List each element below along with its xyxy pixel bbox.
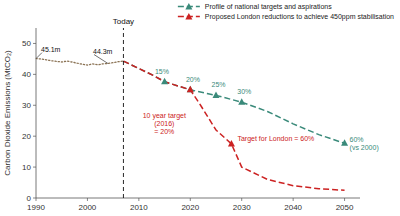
background xyxy=(0,0,400,216)
x-tick-label: 2010 xyxy=(130,203,148,212)
x-tick-label: 2040 xyxy=(284,203,302,212)
y-tick xyxy=(33,43,36,44)
y-tick xyxy=(33,105,36,106)
annotation-line: 60% xyxy=(350,136,364,143)
y-tick xyxy=(33,74,36,75)
annotation-line: 30% xyxy=(237,88,251,95)
target-marker xyxy=(187,86,194,93)
y-tick-label: 0 xyxy=(27,194,32,203)
annotation: 44.3m xyxy=(93,48,113,55)
x-tick xyxy=(293,198,294,201)
x-tick-label: 2000 xyxy=(79,203,97,212)
chart: 199020002010202020302040205001020304050C… xyxy=(0,0,400,216)
x-tick-label: 2030 xyxy=(233,203,251,212)
y-axis-line xyxy=(36,28,37,198)
legend-swatch-marker xyxy=(185,3,192,10)
legend: Profile of national targets and aspirati… xyxy=(178,3,394,21)
y-tick-label: 30 xyxy=(22,101,31,110)
annotation-line: (vs 2000) xyxy=(350,144,379,152)
target-marker xyxy=(187,86,194,93)
target-marker xyxy=(238,98,245,105)
annotation: 30% xyxy=(237,88,251,95)
target-marker xyxy=(213,91,220,98)
target-marker xyxy=(161,78,168,85)
y-tick xyxy=(33,167,36,168)
x-tick-label: 2020 xyxy=(181,203,199,212)
annotation-line: (2016) xyxy=(154,120,174,128)
annotation: 20% xyxy=(186,76,200,83)
plot-area xyxy=(36,28,348,198)
y-tick xyxy=(33,198,36,199)
annotation: Target for London = 60% xyxy=(237,135,314,143)
y-tick-label: 40 xyxy=(22,70,31,79)
annotation-connector xyxy=(94,55,108,64)
y-tick xyxy=(33,136,36,137)
legend-label: Proposed London reductions to achieve 45… xyxy=(205,13,394,21)
x-tick xyxy=(36,198,37,201)
annotation-line: 15% xyxy=(155,68,169,75)
legend-label: Profile of national targets and aspirati… xyxy=(205,3,332,11)
today-label: Today xyxy=(113,17,134,26)
annotation: 10 year target(2016)= 20% xyxy=(143,112,186,135)
y-axis-label: Carbon Dioxide Emissions (MtCO₂) xyxy=(3,50,12,176)
annotation-line: 25% xyxy=(212,81,226,88)
x-tick xyxy=(87,198,88,201)
series-line xyxy=(123,61,344,143)
annotation-line: 10 year target xyxy=(143,112,186,120)
x-tick xyxy=(241,198,242,201)
annotation: 45.1m xyxy=(41,46,61,53)
annotation-line: = 20% xyxy=(154,128,174,135)
y-tick-label: 20 xyxy=(22,132,31,141)
legend-swatch-marker xyxy=(185,13,192,20)
x-tick xyxy=(344,198,345,201)
x-tick xyxy=(138,198,139,201)
annotation: 25% xyxy=(212,81,226,88)
series-line xyxy=(36,59,123,65)
annotation: 15% xyxy=(155,68,169,75)
annotation-line: Target for London = 60% xyxy=(237,135,314,143)
target-marker xyxy=(228,140,235,147)
x-tick-label: 2050 xyxy=(336,203,354,212)
target-marker xyxy=(341,139,348,146)
x-tick xyxy=(190,198,191,201)
x-tick-label: 1990 xyxy=(27,203,45,212)
annotation-line: 44.3m xyxy=(93,48,113,55)
annotation-line: 45.1m xyxy=(41,46,61,53)
y-tick-label: 10 xyxy=(22,163,31,172)
x-axis-line xyxy=(36,198,360,199)
today-line xyxy=(123,28,124,198)
annotation: 60%(vs 2000) xyxy=(350,136,379,152)
series-line xyxy=(123,61,344,190)
annotations: Today 45.1m 44.3m 15% 20% 25% 30% 10 year targe… xyxy=(36,17,379,152)
annotation-line: 20% xyxy=(186,76,200,83)
annotation-connector xyxy=(36,53,42,59)
y-tick-label: 50 xyxy=(22,39,31,48)
